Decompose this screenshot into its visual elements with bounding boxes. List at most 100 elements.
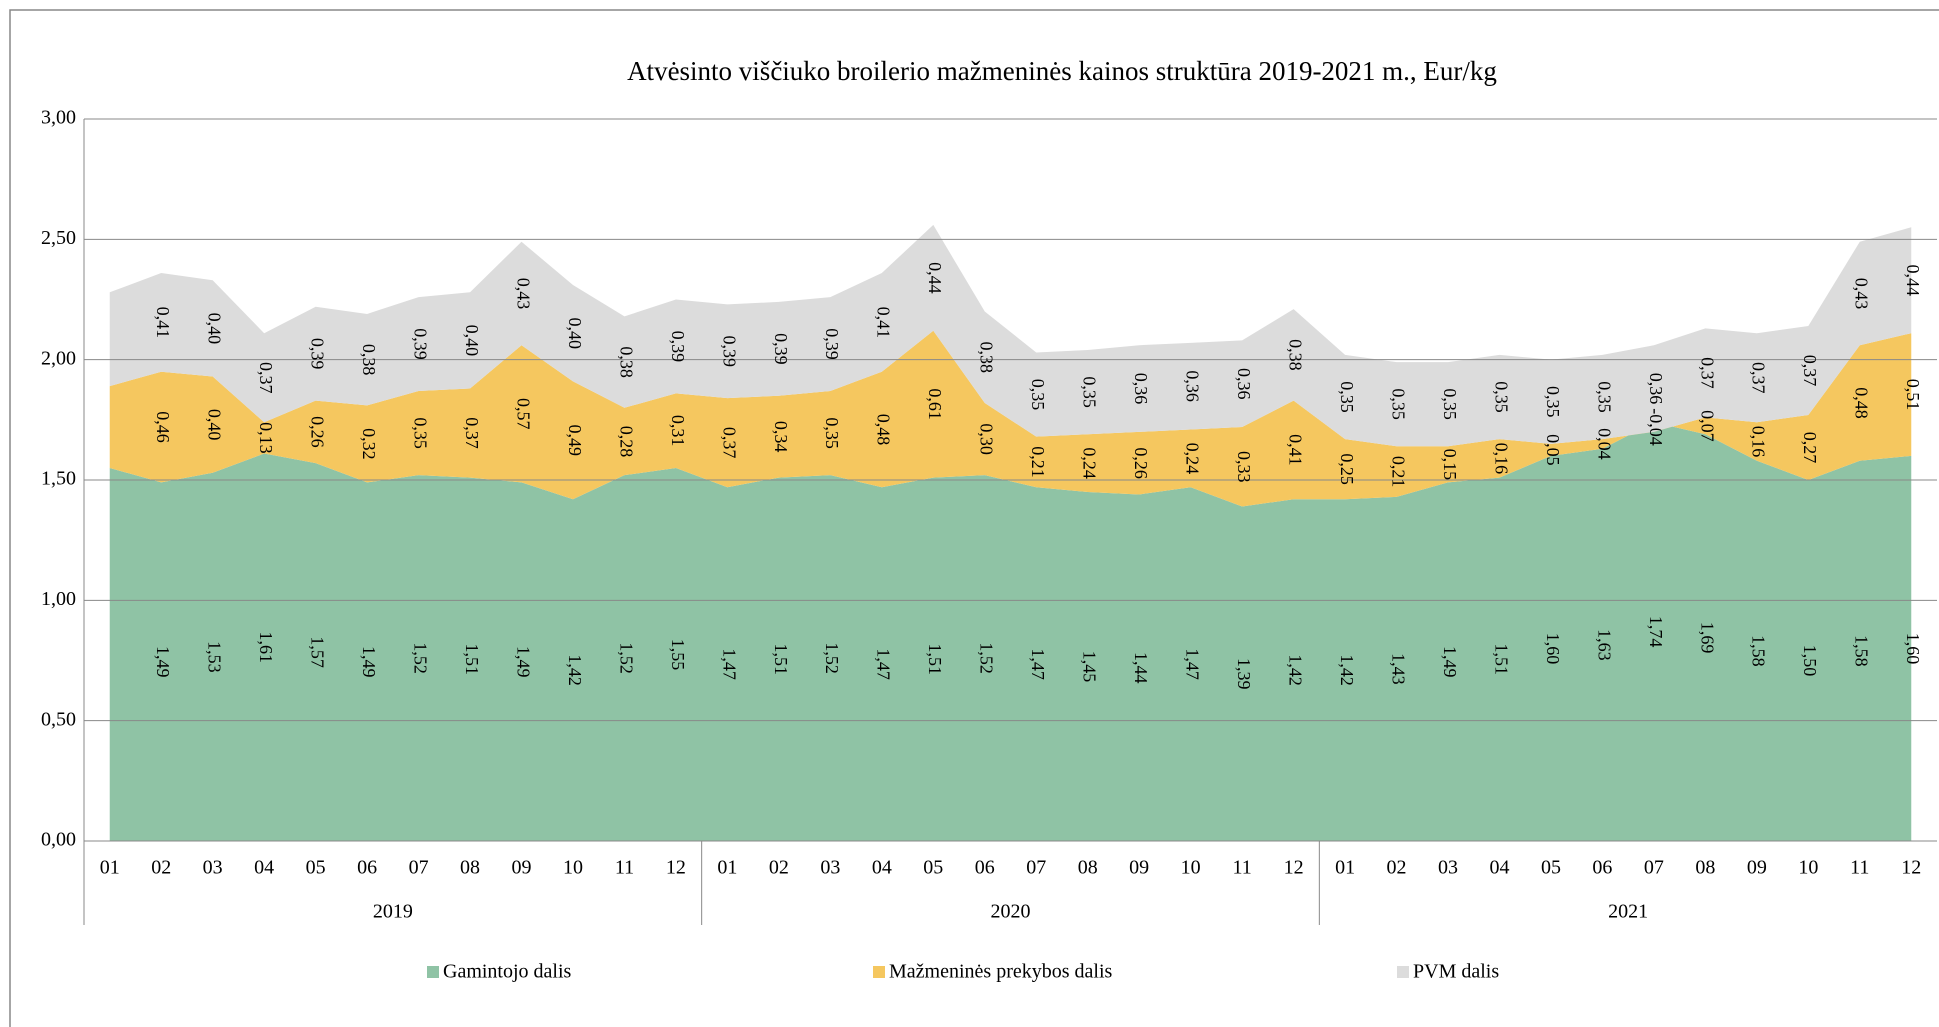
- x-tick-label: 02: [151, 857, 171, 879]
- data-label: 0,40: [462, 325, 482, 357]
- legend-label: Gamintojo dalis: [443, 961, 572, 983]
- x-tick-label: 11: [1232, 857, 1251, 879]
- data-label: 0,35: [1543, 386, 1563, 418]
- y-tick-label: 3,00: [41, 107, 76, 129]
- data-label: 0,51: [1903, 379, 1923, 411]
- data-label: 0,35: [410, 417, 430, 449]
- x-tick-label: 06: [357, 857, 377, 879]
- x-tick-label: 12: [1284, 857, 1304, 879]
- data-label: 1,42: [1285, 654, 1305, 686]
- data-label: 0,41: [153, 307, 173, 339]
- data-label: 1,49: [1440, 646, 1460, 678]
- data-label: 0,38: [359, 344, 379, 376]
- x-tick-label: 09: [1129, 857, 1149, 879]
- data-label: 0,21: [1028, 446, 1048, 478]
- data-label: 1,43: [1388, 653, 1408, 685]
- y-tick-label: 2,00: [41, 347, 76, 369]
- data-label: 1,61: [256, 632, 276, 664]
- x-tick-label: 01: [717, 857, 737, 879]
- data-label: 0,35: [1337, 381, 1357, 413]
- data-label: 0,35: [1388, 388, 1408, 420]
- x-tick-label: 12: [666, 857, 686, 879]
- x-tick-label: 03: [203, 857, 223, 879]
- data-label: 1,51: [1491, 644, 1511, 676]
- data-label: 1,45: [1080, 651, 1100, 683]
- data-label: 0,38: [977, 342, 997, 374]
- chart-title: Atvėsinto viščiuko broilerio mažmeninės …: [627, 56, 1497, 86]
- x-tick-label: 03: [820, 857, 840, 879]
- data-label: 1,51: [771, 644, 791, 676]
- data-label: 0,24: [1080, 447, 1100, 479]
- data-label: 1,57: [308, 636, 328, 668]
- y-tick-label: 1,00: [41, 588, 76, 610]
- data-label: 0,35: [1440, 388, 1460, 420]
- group-label: 2020: [991, 901, 1031, 923]
- data-label: 0,13: [256, 422, 276, 454]
- data-label: 1,55: [668, 639, 688, 671]
- data-label: 1,49: [359, 646, 379, 678]
- data-label: 1,51: [925, 644, 945, 676]
- data-label: 0,40: [205, 313, 225, 345]
- x-tick-label: 08: [460, 857, 480, 879]
- legend-label: PVM dalis: [1413, 961, 1499, 983]
- data-label: 1,52: [822, 642, 842, 674]
- y-tick-label: 1,50: [41, 468, 76, 490]
- data-label: 1,51: [462, 644, 482, 676]
- data-label: 1,52: [616, 642, 636, 674]
- data-label: 0,39: [822, 328, 842, 360]
- data-label: 0,44: [1903, 264, 1923, 296]
- x-tick-label: 04: [254, 857, 274, 879]
- data-label: 0,37: [719, 427, 739, 459]
- area: [109, 422, 1912, 841]
- data-label: 0,39: [771, 333, 791, 365]
- x-tick-label: 04: [1489, 857, 1509, 879]
- x-tick-label: 01: [1335, 857, 1355, 879]
- x-tick-label: 10: [1181, 857, 1201, 879]
- data-label: 0,27: [1800, 432, 1820, 464]
- data-label: 1,42: [1337, 654, 1357, 686]
- data-label: 0,35: [822, 417, 842, 449]
- data-label: 0,39: [668, 331, 688, 363]
- data-label: 0,07: [1697, 410, 1717, 442]
- data-label: 1,52: [977, 642, 997, 674]
- data-label: 0,26: [308, 416, 328, 448]
- data-label: 0,31: [668, 415, 688, 447]
- y-tick-label: 0,00: [41, 829, 76, 851]
- data-label: 0,49: [565, 425, 585, 457]
- data-label: 0,44: [925, 262, 945, 294]
- data-label: 0,36: [1234, 368, 1254, 400]
- x-tick-label: 02: [1387, 857, 1407, 879]
- data-label: 0,37: [256, 362, 276, 394]
- group-label: 2019: [373, 901, 413, 923]
- data-label: 1,42: [565, 654, 585, 686]
- data-label: 0,35: [1028, 379, 1048, 411]
- data-label: 1,74: [1646, 616, 1666, 648]
- x-tick-label: 05: [923, 857, 943, 879]
- data-label: 0,30: [977, 423, 997, 455]
- data-label: 0,32: [359, 428, 379, 460]
- data-label: 0,41: [1285, 434, 1305, 466]
- data-label: 0,39: [308, 338, 328, 370]
- data-label: 1,58: [1749, 635, 1769, 667]
- x-tick-label: 02: [769, 857, 789, 879]
- data-label: 0,41: [874, 307, 894, 339]
- x-tick-label: 04: [872, 857, 892, 879]
- data-label: 0,35: [1594, 381, 1614, 413]
- x-tick-label: 10: [1798, 857, 1818, 879]
- data-label: 1,39: [1234, 658, 1254, 690]
- data-label: -0,04: [1646, 408, 1666, 446]
- data-label: 0,61: [925, 388, 945, 420]
- y-tick-label: 2,50: [41, 227, 76, 249]
- data-label: 1,63: [1594, 629, 1614, 661]
- x-tick-label: 03: [1438, 857, 1458, 879]
- data-label: 0,28: [616, 426, 636, 458]
- x-tick-label: 11: [1850, 857, 1869, 879]
- data-label: 0,36: [1131, 373, 1151, 405]
- x-tick-label: 10: [563, 857, 583, 879]
- data-label: 1,49: [513, 646, 533, 678]
- data-label: 0,36: [1646, 373, 1666, 405]
- legend-swatch: [1397, 966, 1409, 978]
- data-label: 0,48: [874, 414, 894, 446]
- x-tick-label: 05: [1541, 857, 1561, 879]
- x-tick-label: 01: [100, 857, 120, 879]
